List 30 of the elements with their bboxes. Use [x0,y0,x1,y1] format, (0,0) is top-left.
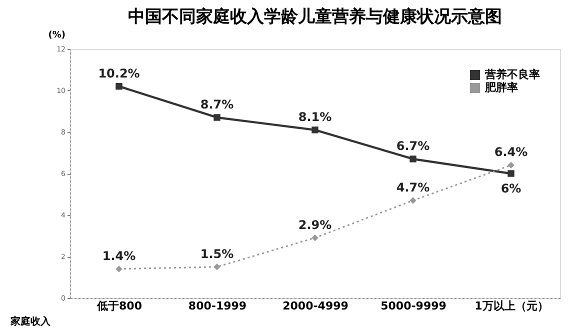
point [312,126,318,134]
legend-label: 肥胖率 [484,81,518,94]
data-label: 6.7% [396,138,430,153]
data-label: 6% [500,182,522,196]
point [214,264,220,270]
point [116,82,122,90]
legend-label: 营养不良率 [484,68,540,81]
point [312,234,318,242]
x-tick-label: 2000-4999 [282,300,348,312]
point [214,114,220,121]
data-label: 8.7% [200,97,234,112]
point [116,266,122,272]
x-tick-label: 5000-9999 [380,300,446,312]
data-label: 1.4% [102,248,136,263]
data-label: 1.5% [200,246,234,261]
data-label: 8.1% [298,110,332,124]
data-label: 4.7% [396,180,430,194]
point [410,197,416,204]
chart-title: 中国不同家庭收入学龄儿童营养与健康状况示意图 [128,7,502,27]
y-axis-title: (%) [48,30,66,40]
x-tick-label: 1万以上（元） [474,300,548,312]
x-axis-title: 家庭收入 [10,316,52,328]
point [508,162,514,169]
x-tick-label: 低于800 [96,300,142,312]
data-label: 10.2% [98,66,140,80]
point [410,156,416,162]
data-label: 2.9% [298,218,332,232]
x-tick-label: 800-1999 [188,300,247,312]
data-label: 6.4% [494,145,528,160]
point [508,170,514,177]
